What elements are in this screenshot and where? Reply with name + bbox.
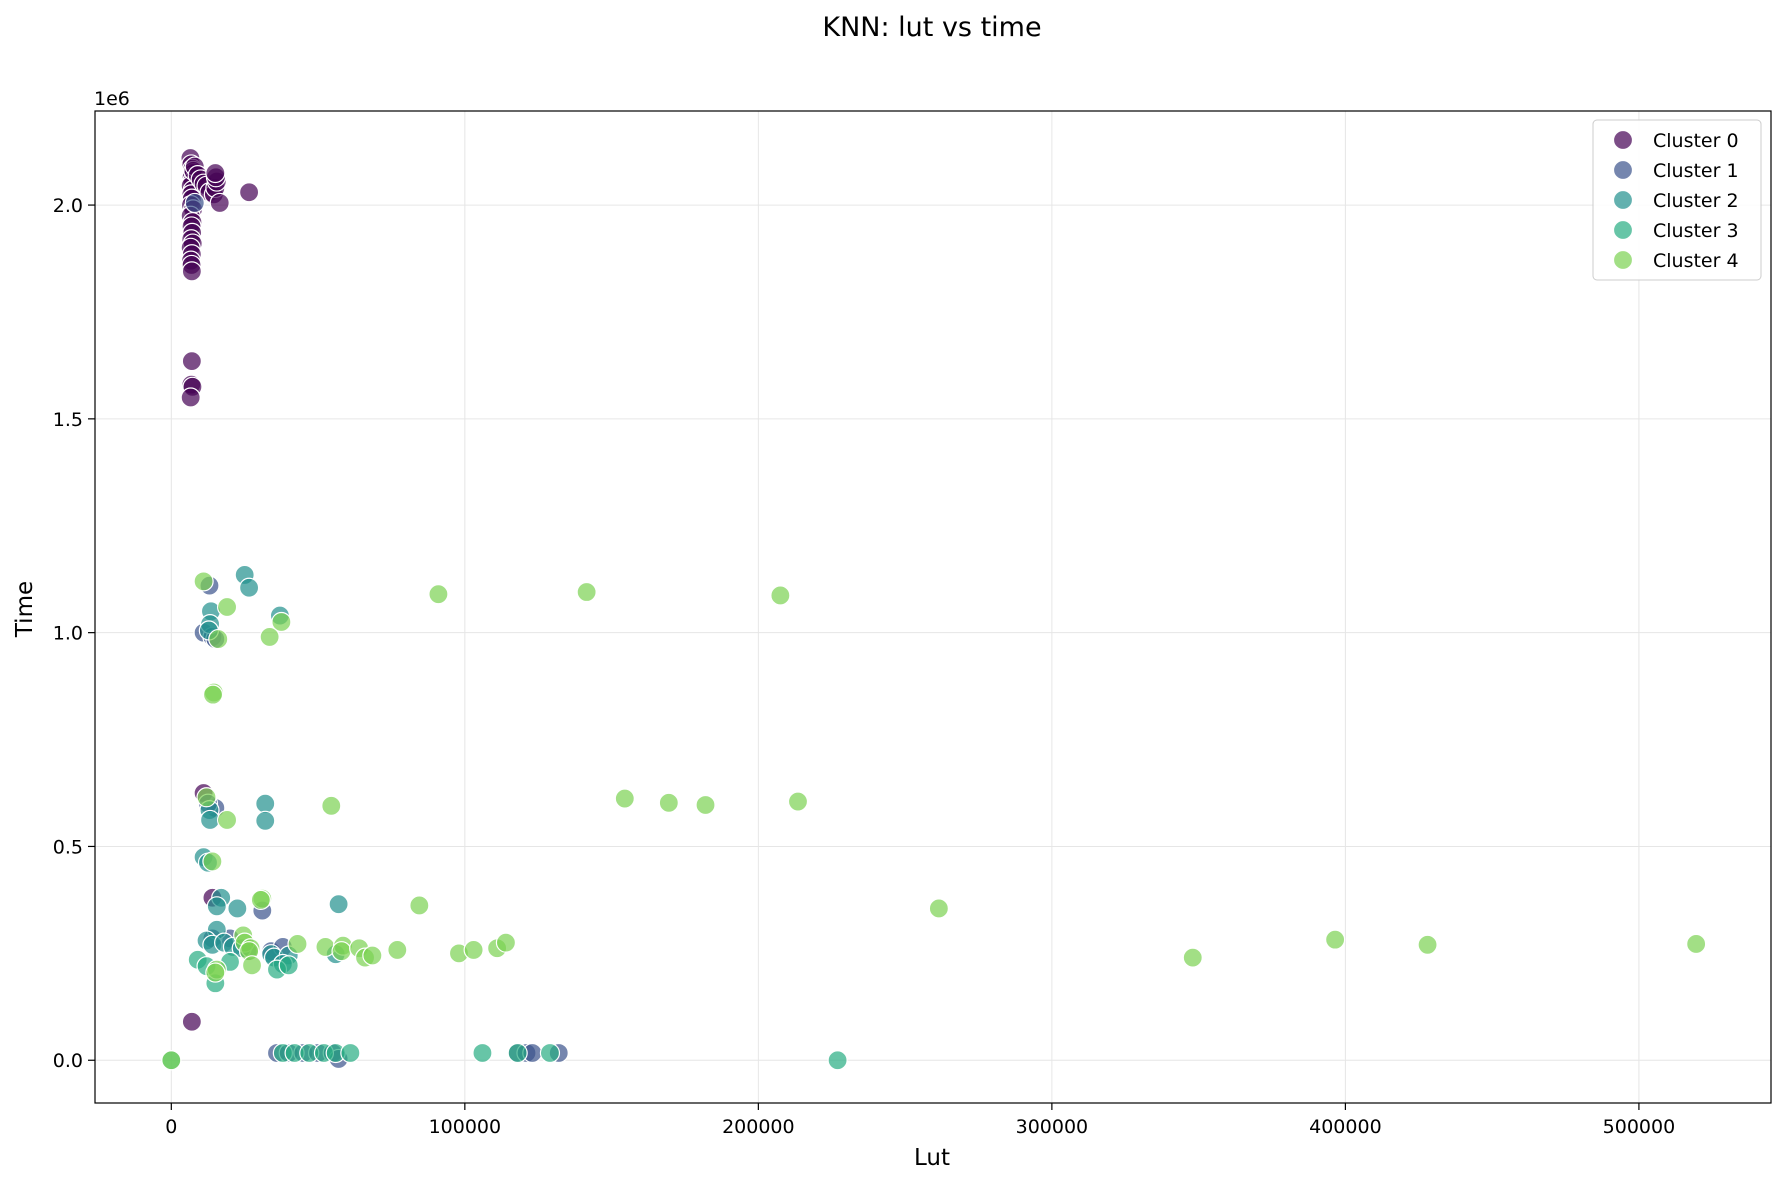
legend-box bbox=[1592, 119, 1762, 281]
data-point bbox=[259, 626, 280, 648]
y-axis-label: Time bbox=[12, 581, 38, 638]
legend-marker bbox=[1612, 159, 1634, 181]
legend-label: Cluster 0 bbox=[1653, 130, 1739, 152]
data-point bbox=[241, 955, 263, 976]
ticks-layer: 0 100000 200000 300000 400000 500000 0.0 0.5 1.0… bbox=[53, 195, 1675, 1138]
legend: Cluster 0 Cluster 1 Cluster 2 Cluster 3 Clus… bbox=[1592, 119, 1762, 281]
legend-marker bbox=[1612, 249, 1634, 271]
chart-title: KNN: lut vs time bbox=[822, 12, 1041, 43]
legend-marker bbox=[1612, 129, 1634, 151]
data-point bbox=[1182, 947, 1203, 968]
legend-label: Cluster 4 bbox=[1653, 250, 1739, 272]
x-tick-label: 500000 bbox=[1603, 1116, 1676, 1138]
data-point bbox=[539, 1042, 561, 1064]
data-point bbox=[278, 955, 299, 976]
data-point bbox=[331, 941, 352, 962]
y-offset-label: 1e6 bbox=[94, 88, 130, 110]
data-point bbox=[340, 1042, 361, 1064]
data-point bbox=[271, 611, 292, 633]
data-point bbox=[1325, 929, 1346, 950]
data-point bbox=[193, 571, 214, 592]
data-point bbox=[202, 684, 224, 705]
series-cluster-3 bbox=[161, 949, 848, 1071]
x-axis-label: Lut bbox=[914, 1145, 950, 1171]
data-point bbox=[770, 585, 791, 606]
data-point bbox=[181, 261, 202, 282]
data-point bbox=[827, 1050, 848, 1071]
points-layer bbox=[161, 147, 1707, 1071]
series-cluster-4 bbox=[161, 571, 1707, 1071]
y-tick-label: 2.0 bbox=[53, 195, 83, 217]
data-point bbox=[1686, 933, 1707, 955]
x-tick-label: 0 bbox=[165, 1116, 177, 1138]
data-point bbox=[202, 851, 223, 872]
x-tick-label: 300000 bbox=[1016, 1116, 1089, 1138]
data-point bbox=[321, 795, 342, 816]
data-point bbox=[409, 895, 430, 916]
data-point bbox=[495, 932, 517, 953]
data-point bbox=[787, 791, 809, 812]
data-point bbox=[695, 794, 716, 816]
legend-label: Cluster 1 bbox=[1653, 160, 1739, 182]
data-point bbox=[328, 894, 349, 915]
data-point bbox=[287, 933, 308, 955]
legend-label: Cluster 2 bbox=[1653, 190, 1739, 212]
data-point bbox=[614, 788, 635, 809]
data-point bbox=[196, 787, 217, 808]
data-point bbox=[206, 896, 227, 917]
data-point bbox=[472, 1042, 493, 1064]
plot-frame bbox=[94, 110, 1772, 1104]
data-point bbox=[238, 577, 260, 598]
data-point bbox=[208, 628, 229, 650]
y-tick-label: 1.5 bbox=[53, 409, 83, 431]
data-point bbox=[205, 162, 226, 184]
data-point bbox=[928, 898, 949, 919]
data-point bbox=[161, 1050, 182, 1071]
data-point bbox=[463, 939, 484, 961]
data-point bbox=[180, 387, 201, 408]
x-tick-label: 200000 bbox=[722, 1116, 795, 1138]
data-point bbox=[576, 581, 597, 603]
data-point bbox=[216, 809, 238, 831]
data-point bbox=[1417, 934, 1438, 955]
data-point bbox=[181, 351, 202, 372]
legend-label: Cluster 3 bbox=[1653, 220, 1739, 242]
y-tick-label: 1.0 bbox=[53, 623, 83, 645]
data-point bbox=[362, 945, 383, 966]
data-point bbox=[216, 596, 238, 618]
data-point bbox=[199, 809, 221, 831]
data-point bbox=[387, 939, 408, 961]
data-point bbox=[238, 182, 260, 203]
x-tick-label: 100000 bbox=[429, 1116, 502, 1138]
data-point bbox=[255, 793, 276, 814]
data-point bbox=[181, 1011, 202, 1032]
y-tick-label: 0.0 bbox=[53, 1050, 83, 1072]
data-point bbox=[507, 1042, 528, 1064]
legend-marker bbox=[1612, 219, 1634, 241]
data-point bbox=[428, 584, 449, 605]
y-tick-label: 0.5 bbox=[53, 836, 83, 858]
x-tick-label: 400000 bbox=[1309, 1116, 1382, 1138]
data-point bbox=[250, 889, 271, 910]
data-point bbox=[184, 192, 205, 214]
data-point bbox=[205, 962, 226, 983]
data-point bbox=[658, 792, 679, 813]
data-point bbox=[209, 192, 230, 214]
legend-marker bbox=[1612, 189, 1634, 211]
data-point bbox=[255, 810, 276, 831]
data-point bbox=[227, 898, 248, 919]
